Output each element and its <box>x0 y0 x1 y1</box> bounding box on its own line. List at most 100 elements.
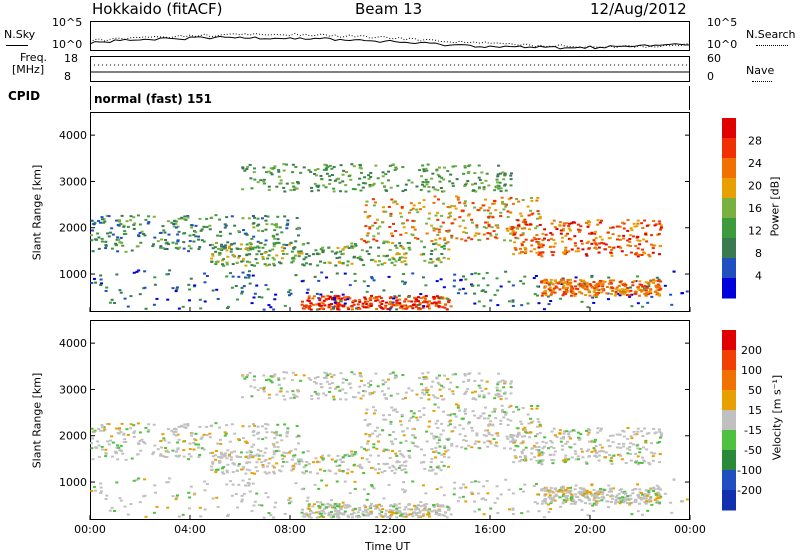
power-pixel <box>330 250 334 253</box>
power-pixel <box>484 226 488 229</box>
power-pixel <box>463 166 467 169</box>
velocity-pixel <box>342 377 346 380</box>
velocity-pixel <box>610 501 614 504</box>
velocity-pixel <box>375 504 379 507</box>
power-pixel <box>559 297 563 300</box>
velocity-pixel <box>139 449 143 452</box>
velocity-pixel <box>123 505 127 508</box>
velocity-pixel <box>264 427 268 430</box>
velocity-pixel <box>652 487 656 490</box>
power-pixel <box>632 222 636 225</box>
velocity-pixel <box>551 497 555 500</box>
power-pixel <box>628 294 632 297</box>
velocity-pixel <box>97 444 101 447</box>
velocity-pixel <box>645 432 649 435</box>
power-pixel <box>132 223 136 226</box>
power-pixel <box>221 263 225 266</box>
power-pixel <box>470 238 474 241</box>
velocity-pixel <box>626 495 630 498</box>
power-pixel <box>358 255 362 258</box>
velocity-pixel <box>366 424 370 427</box>
velocity-pixel <box>649 487 653 490</box>
velocity-pixel <box>398 420 402 423</box>
power-pixel <box>652 279 656 282</box>
power-pixel <box>272 264 276 267</box>
power-pixel <box>248 241 252 244</box>
power-pixel <box>368 183 372 186</box>
velocity-pixel <box>513 439 517 442</box>
power-pixel <box>312 303 316 306</box>
velocity-pixel <box>252 375 256 378</box>
velocity-pixel <box>192 438 196 441</box>
power-colorbar-tick-label: 20 <box>748 180 762 193</box>
velocity-pixel <box>160 446 164 449</box>
velocity-pixel <box>498 380 502 383</box>
velocity-pixel <box>421 389 425 392</box>
velocity-pixel <box>401 398 405 401</box>
power-pixel <box>462 275 466 278</box>
power-pixel <box>358 164 362 167</box>
power-pixel <box>504 203 508 206</box>
power-pixel <box>97 220 101 223</box>
velocity-pixel <box>648 463 652 466</box>
power-pixel <box>364 225 368 228</box>
velocity-pixel <box>388 434 392 437</box>
velocity-pixel <box>570 493 574 496</box>
velocity-pixel <box>562 498 566 501</box>
velocity-pixel <box>538 431 542 434</box>
power-pixel <box>311 253 315 256</box>
power-pixel <box>188 240 192 243</box>
power-pixel <box>503 173 507 176</box>
power-pixel <box>301 263 305 266</box>
velocity-pixel <box>315 500 319 503</box>
velocity-pixel <box>137 443 141 446</box>
power-pixel <box>347 308 351 311</box>
power-pixel <box>587 223 591 226</box>
velocity-pixel <box>379 505 383 508</box>
power-pixel <box>482 188 486 191</box>
power-pixel <box>521 220 525 223</box>
velocity-pixel <box>367 461 371 464</box>
velocity-pixel <box>132 424 136 427</box>
power-pixel <box>338 261 342 264</box>
velocity-pixel <box>448 414 452 417</box>
power-pixel <box>597 285 601 288</box>
power-pixel <box>544 289 548 292</box>
velocity-pixel <box>511 410 515 413</box>
velocity-pixel <box>407 449 411 452</box>
power-pixel <box>512 226 516 229</box>
power-pixel <box>506 215 510 218</box>
velocity-pixel <box>643 460 647 463</box>
power-pixel <box>582 282 586 285</box>
velocity-pixel <box>422 378 426 381</box>
velocity-pixel <box>597 459 601 462</box>
velocity-pixel <box>585 449 589 452</box>
power-pixel <box>383 306 387 309</box>
velocity-pixel <box>628 494 632 497</box>
velocity-pixel <box>102 429 106 432</box>
power-pixel <box>560 279 564 282</box>
power-pixel <box>397 294 401 297</box>
velocity-pixel <box>256 453 260 456</box>
velocity-pixel <box>122 432 126 435</box>
power-pixel <box>609 279 613 282</box>
velocity-pixel <box>578 493 582 496</box>
power-pixel <box>618 238 622 241</box>
power-pixel <box>447 257 451 260</box>
power-pixel <box>274 224 278 227</box>
power-pixel <box>640 222 644 225</box>
power-pixel <box>293 186 297 189</box>
power-pixel <box>549 245 553 248</box>
power-pixel <box>231 275 235 278</box>
velocity-colorbar-tick-label: -100 <box>737 464 762 477</box>
velocity-pixel <box>214 458 218 461</box>
velocity-pixel <box>472 397 476 400</box>
velocity-pixel <box>431 394 435 397</box>
velocity-pixel <box>343 454 347 457</box>
power-pixel <box>275 254 279 257</box>
power-pixel <box>243 169 247 172</box>
velocity-pixel <box>272 472 276 475</box>
power-pixel <box>119 236 123 239</box>
velocity-pixel <box>641 456 645 459</box>
velocity-pixel <box>364 506 368 509</box>
